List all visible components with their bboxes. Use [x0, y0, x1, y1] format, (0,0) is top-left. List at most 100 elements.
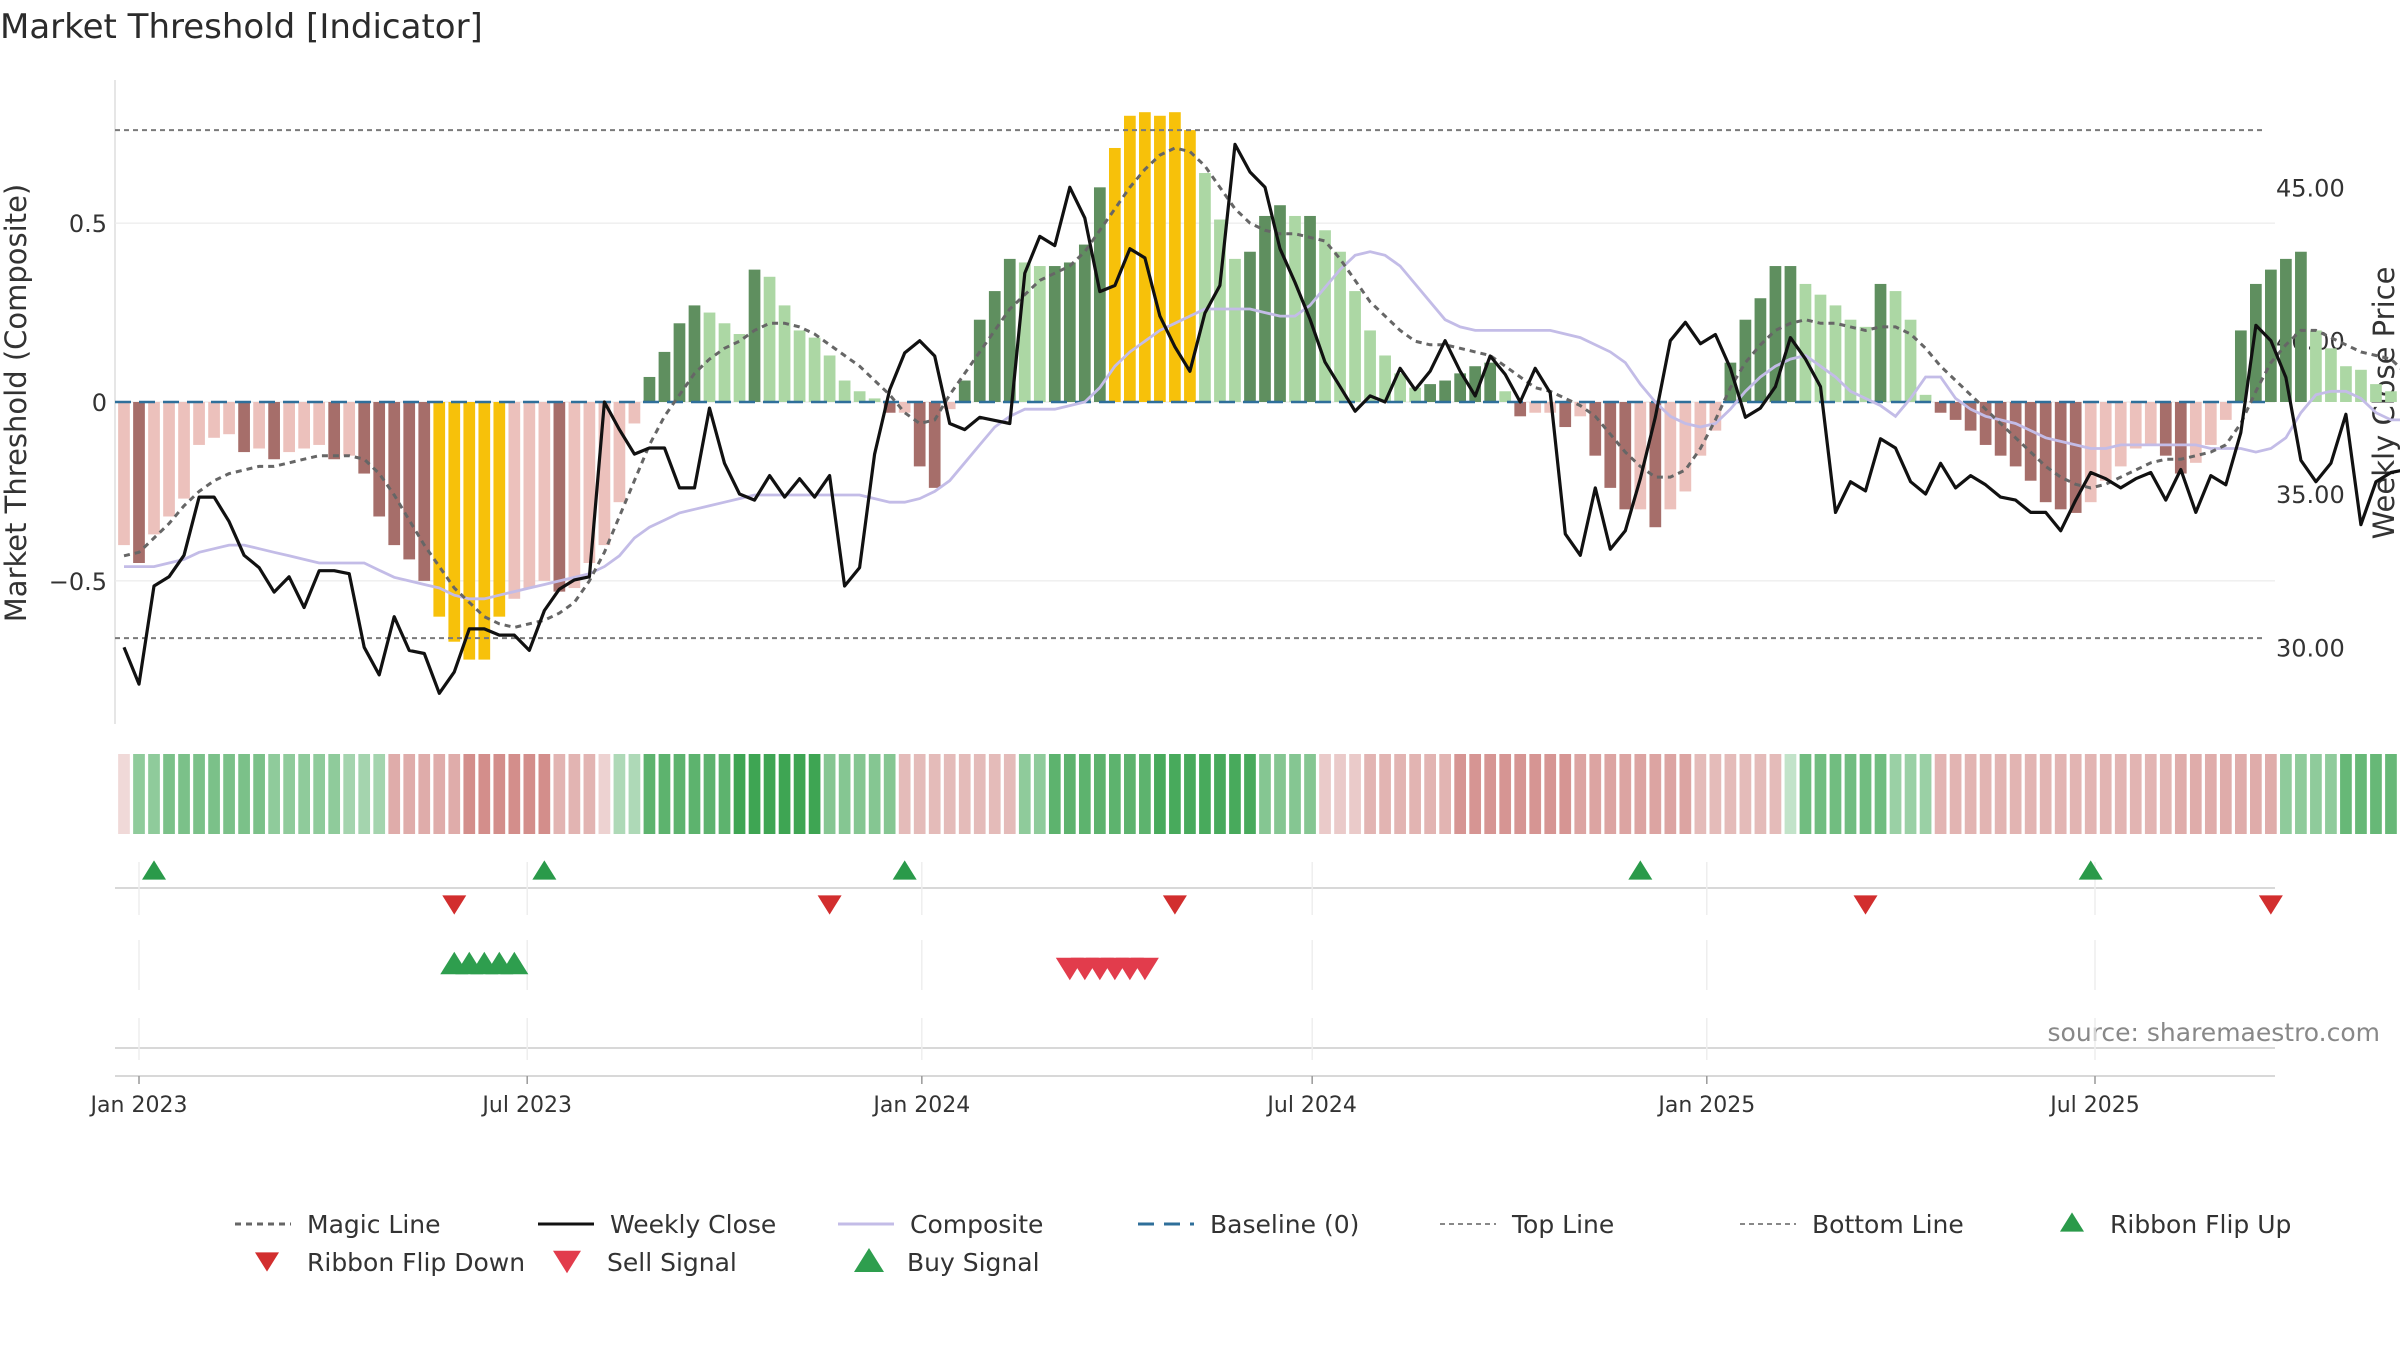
composite-bar [1949, 402, 1962, 420]
composite-bar [1649, 402, 1662, 528]
composite-bar [1469, 366, 1482, 402]
composite-bar [1214, 219, 1226, 402]
composite-bar [733, 334, 746, 402]
ribbon-flip-down-marker [817, 895, 842, 915]
ribbon-cell [133, 754, 145, 834]
ribbon-cell [1994, 754, 2007, 834]
ribbon-cell [373, 754, 386, 834]
ribbon-cell [613, 754, 626, 834]
ribbon-cell [208, 754, 220, 834]
composite-bar [1664, 402, 1677, 510]
composite-bar [988, 291, 1001, 402]
ribbon-flip-up-marker [892, 860, 917, 880]
composite-bar [2039, 402, 2052, 503]
ribbon-flip-down-marker [1162, 895, 1187, 915]
ribbon-cell [1319, 754, 1331, 834]
ribbon-cell [2174, 754, 2187, 834]
ribbon-cell [1904, 754, 1917, 834]
composite-bar [2250, 283, 2262, 402]
composite-bar [1364, 330, 1376, 402]
ribbon-cell [2310, 754, 2322, 834]
legend-label: Ribbon Flip Up [2110, 1210, 2291, 1239]
ribbon-cell [928, 754, 941, 834]
ribbon-panel [118, 754, 2397, 834]
ribbon-cell [598, 754, 611, 834]
composite-bar [478, 402, 491, 660]
composite-bar [1274, 205, 1286, 402]
composite-bar [913, 402, 926, 467]
composite-bar [283, 402, 295, 453]
composite-bar [1259, 215, 1271, 402]
composite-bar [193, 402, 205, 445]
composite-bar [2054, 402, 2067, 510]
ribbon-cell [1169, 754, 1181, 834]
sell-signal-marker [1130, 957, 1159, 981]
ribbon-cell [1424, 754, 1436, 834]
composite-bar [1169, 112, 1181, 402]
ribbon-cell [1244, 754, 1256, 834]
composite-bar [2325, 348, 2337, 402]
composite-bar [1964, 402, 1977, 431]
legend-label: Buy Signal [907, 1248, 1040, 1277]
ribbon-cell [1259, 754, 1271, 834]
ribbon-cell [1754, 754, 1767, 834]
composite-bar [2159, 402, 2172, 456]
composite-bar [928, 402, 941, 488]
x-tick-label: Jul 2024 [1265, 1093, 1357, 1118]
y-tick-label-left: 0 [92, 389, 107, 417]
composite-bar [133, 402, 145, 563]
composite-bar [1769, 266, 1782, 402]
composite-bar [268, 402, 280, 460]
composite-bar [1154, 115, 1166, 403]
composite-bar [1844, 319, 1857, 402]
ribbon-cell [1274, 754, 1286, 834]
composite-bar [118, 402, 130, 546]
ribbon-cell [1604, 754, 1617, 834]
ribbon-cell [673, 754, 686, 834]
ribbon-cell [538, 754, 551, 834]
ribbon-cell [583, 754, 596, 834]
ribbon-cell [1964, 754, 1977, 834]
ribbon-cell [2370, 754, 2382, 834]
ribbon-cell [1063, 754, 1076, 834]
composite-bar [373, 402, 386, 517]
composite-bar [943, 402, 956, 410]
ribbon-cell [973, 754, 986, 834]
composite-bar [1529, 402, 1542, 413]
composite-bar [823, 355, 836, 402]
ribbon-cell [1724, 754, 1737, 834]
composite-bar [2144, 402, 2157, 445]
ribbon-cell [1694, 754, 1707, 834]
composite-bar [1514, 402, 1527, 417]
composite-bar [1694, 402, 1707, 456]
composite-bar [1634, 402, 1647, 510]
ribbon-cell [1739, 754, 1752, 834]
ribbon-cell [1229, 754, 1241, 834]
ribbon-cell [2039, 754, 2052, 834]
composite-bar [2099, 402, 2112, 481]
ribbon-cell [1379, 754, 1391, 834]
composite-bar [2024, 402, 2037, 481]
ribbon-cell [643, 754, 656, 834]
ribbon-cell [1514, 754, 1527, 834]
ribbon-cell [463, 754, 476, 834]
ribbon-cell [1409, 754, 1421, 834]
ribbon-cell [418, 754, 431, 834]
composite-bar [208, 402, 220, 438]
ribbon-cell [1469, 754, 1482, 834]
legend-label: Baseline (0) [1210, 1210, 1359, 1239]
composite-bar [2129, 402, 2142, 449]
composite-bar [1409, 387, 1421, 402]
composite-bar [2340, 366, 2352, 402]
composite-bar [1484, 362, 1497, 402]
ribbon-cell [358, 754, 371, 834]
legend-swatch-sell [553, 1250, 581, 1274]
ribbon-cell [733, 754, 746, 834]
composite-bar [1349, 291, 1361, 402]
legend-label: Magic Line [307, 1210, 441, 1239]
composite-bar [853, 391, 866, 402]
ribbon-cell [283, 754, 295, 834]
composite-bar [1574, 402, 1587, 417]
ribbon-cell [2189, 754, 2202, 834]
